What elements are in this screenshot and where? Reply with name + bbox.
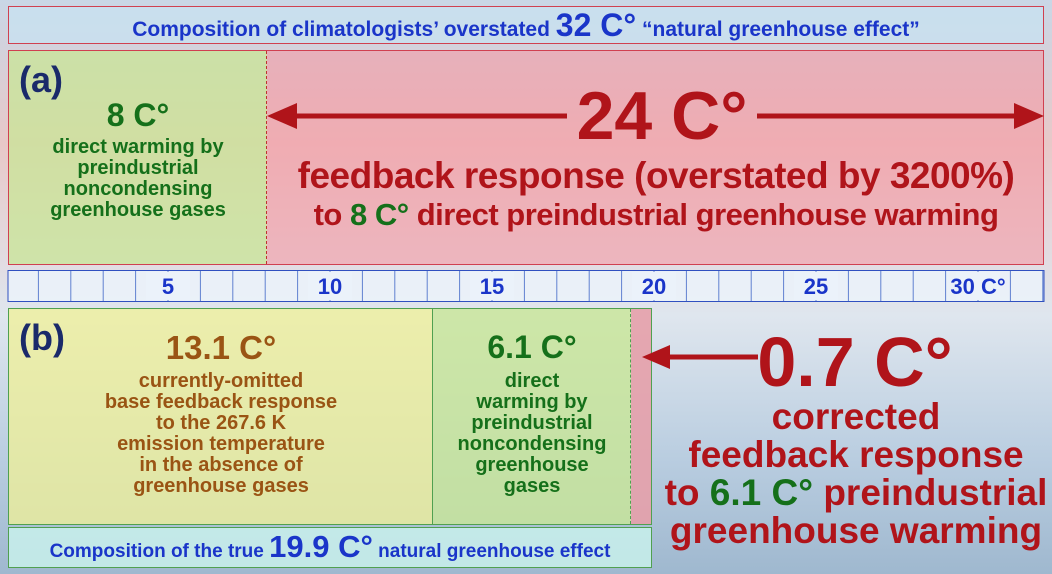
panel-label: (b) — [19, 317, 65, 358]
panel-a: (a) 8 C° direct warming by preindustrial n… — [8, 50, 1044, 265]
tick-label: 10 — [318, 274, 342, 299]
text: to — [664, 472, 700, 513]
tick-bg — [632, 272, 676, 300]
text-line: noncondensing — [457, 433, 607, 455]
text-line: noncondensing — [63, 178, 213, 200]
text-line: greenhouse — [475, 454, 589, 476]
text-line: greenhouse gases — [50, 199, 226, 221]
text-line: preindustrial — [471, 412, 593, 434]
feedback-value: 24 C° — [576, 78, 748, 154]
tick-bg — [794, 272, 838, 300]
text: direct preindustrial greenhouse warming — [416, 197, 999, 232]
footer-text: natural greenhouse effect — [378, 541, 611, 562]
tick-bg — [470, 272, 514, 300]
header: Composition of climatologists’ overstate… — [8, 6, 1044, 44]
direct-block — [9, 51, 267, 264]
direct-block — [433, 309, 631, 524]
direct-value: 8 C° — [106, 97, 170, 133]
text-line: gases — [503, 475, 561, 497]
text: 6.1 C° — [709, 472, 814, 513]
arrow — [267, 103, 1044, 129]
text-line: warming by — [476, 391, 588, 413]
tick-bg — [956, 272, 1000, 300]
text-line: base feedback response — [104, 391, 338, 413]
text-line: currently-omitted — [138, 370, 304, 392]
text-line: emission temperature — [117, 433, 325, 455]
text-line: corrected — [771, 396, 941, 437]
footer-value: 19.9 C° — [269, 529, 373, 564]
text-line: feedback response — [688, 434, 1024, 475]
text: 8 C° — [349, 197, 409, 232]
panel-b: (b) 13.1 C° currently-omitted base feedba… — [8, 308, 652, 525]
footer: Composition of the true 19.9 C° natural … — [8, 527, 652, 568]
text-line: preindustrial — [77, 157, 199, 179]
base-block — [9, 309, 433, 524]
tick-label: 30 C° — [950, 274, 1005, 299]
text-line: in the absence of — [139, 454, 303, 476]
text-line: to the 267.6 K — [155, 412, 287, 434]
text-line: direct — [504, 370, 560, 392]
feedback-text: to 8 C° direct preindustrial greenhouse … — [267, 197, 1045, 233]
base-value: 13.1 C° — [165, 329, 277, 366]
correction-block — [631, 309, 651, 524]
text-line: direct warming by — [52, 136, 224, 158]
feedback-text: feedback response (overstated by 3200%) — [297, 155, 1015, 196]
feedback-block — [267, 51, 1043, 264]
footer-text: Composition of the true — [49, 541, 264, 562]
tick-label: 5 — [162, 274, 174, 299]
panel-label: (a) — [19, 59, 63, 100]
correction-text: corrected feedback response — [660, 398, 1052, 474]
direct-text: direct warming by preindustrial noncondens… — [9, 137, 267, 221]
arrow — [642, 345, 758, 369]
tick-bg — [308, 272, 352, 300]
correction-value: 0.7 C° — [757, 323, 953, 401]
header-text: “natural greenhouse effect” — [642, 18, 920, 41]
correction-text: to 6.1 C° preindustrial — [660, 474, 1052, 512]
base-text: currently-omitted base feedback response t… — [9, 371, 433, 497]
text-line: greenhouse gases — [133, 475, 309, 497]
text: preindustrial — [823, 472, 1048, 513]
header-value: 32 C° — [555, 7, 637, 43]
tick-label: 15 — [480, 274, 504, 299]
header-text: Composition of climatologists’ overstate… — [132, 18, 550, 41]
direct-text: direct warming by preindustrial noncondensi… — [433, 371, 631, 497]
scale: 5 10 15 20 25 30 C° — [7, 270, 1045, 302]
text: to — [313, 197, 343, 232]
tick-label: 25 — [804, 274, 828, 299]
correction-text: greenhouse warming — [669, 510, 1043, 551]
tick-label: 20 — [642, 274, 666, 299]
direct-value: 6.1 C° — [487, 329, 577, 365]
tick-bg — [146, 272, 190, 300]
